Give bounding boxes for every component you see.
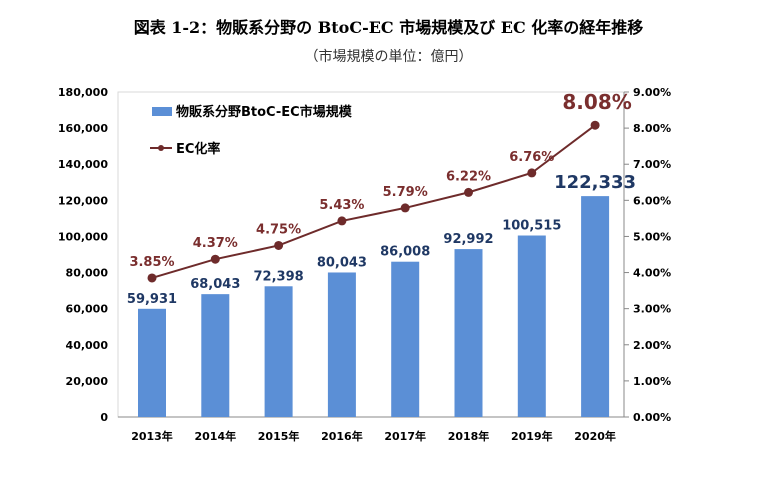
- left-tick-label: 0: [100, 411, 108, 424]
- x-tick-label: 2019年: [511, 429, 553, 443]
- bar: [391, 261, 420, 417]
- bar: [517, 235, 546, 417]
- bar-value-label: 122,333: [554, 172, 636, 193]
- x-tick-label: 2020年: [574, 429, 616, 443]
- bar-value-label: 72,398: [254, 269, 304, 284]
- ec-rate-label: 5.79%: [383, 185, 428, 200]
- ec-rate-label: 3.85%: [129, 255, 174, 270]
- left-tick-label: 40,000: [66, 339, 109, 352]
- ec-rate-point: [527, 168, 537, 178]
- left-tick-label: 100,000: [58, 230, 108, 243]
- x-tick-label: 2017年: [384, 429, 426, 443]
- x-tick-label: 2015年: [258, 429, 300, 443]
- legend-line-label: EC化率: [176, 141, 220, 157]
- right-tick-label: 6.00%: [633, 194, 671, 207]
- ec-rate-point: [464, 187, 473, 197]
- ec-rate-point: [400, 203, 410, 213]
- right-tick-label: 2.00%: [633, 339, 671, 352]
- right-tick-label: 7.00%: [633, 158, 671, 171]
- x-tick-label: 2013年: [131, 429, 173, 443]
- ec-rate-label: 5.43%: [319, 198, 364, 213]
- left-tick-label: 160,000: [58, 122, 108, 135]
- legend-bar-label: 物販系分野BtoC-EC市場規模: [176, 104, 353, 120]
- ec-rate-label: 6.22%: [446, 169, 491, 184]
- left-tick-label: 180,000: [58, 86, 108, 99]
- bar: [327, 272, 356, 417]
- ec-rate-line: [151, 124, 596, 279]
- left-tick-label: 60,000: [66, 303, 109, 316]
- ec-rate-point: [590, 120, 600, 130]
- chart-subtitle: （市場規模の単位：億円）: [304, 49, 473, 65]
- bar: [138, 308, 166, 417]
- left-tick-label: 80,000: [66, 267, 109, 280]
- x-tick-label: 2018年: [448, 429, 490, 443]
- ec-rate-point: [210, 254, 220, 264]
- ec-rate-point: [147, 273, 157, 283]
- left-tick-label: 120,000: [58, 194, 108, 207]
- ec-rate-point: [337, 216, 347, 226]
- bar-value-label: 92,992: [443, 232, 493, 247]
- bar: [454, 249, 483, 417]
- bar-value-label: 86,008: [380, 245, 430, 260]
- right-tick-label: 8.00%: [633, 122, 671, 135]
- right-tick-label: 5.00%: [633, 230, 671, 243]
- bar: [264, 286, 293, 417]
- right-tick-label: 9.00%: [633, 86, 671, 99]
- x-tick-label: 2016年: [321, 429, 363, 443]
- bar-value-label: 80,043: [317, 255, 367, 270]
- legend-line-marker: [158, 145, 164, 151]
- bar-value-label: 100,515: [502, 219, 561, 234]
- right-tick-label: 3.00%: [633, 303, 671, 316]
- right-tick-label: 4.00%: [633, 267, 671, 280]
- ec-rate-point: [274, 240, 284, 250]
- right-tick-label: 1.00%: [633, 375, 671, 388]
- ec-rate-label: 8.08%: [562, 90, 631, 114]
- right-tick-label: 0.00%: [633, 411, 671, 424]
- left-tick-label: 140,000: [58, 158, 108, 171]
- x-tick-label: 2014年: [194, 429, 236, 443]
- bar: [581, 196, 610, 417]
- legend-bar-swatch: [152, 107, 172, 116]
- ec-rate-label: 4.75%: [256, 222, 301, 237]
- chart-title: 図表 1-2：物販系分野の BtoC-EC 市場規模及び EC 化率の経年推移: [133, 18, 644, 37]
- bar-value-label: 59,931: [127, 292, 177, 307]
- ec-rate-label: 4.37%: [193, 236, 238, 251]
- bar: [201, 294, 230, 417]
- left-tick-label: 20,000: [66, 375, 109, 388]
- bar-value-label: 68,043: [190, 277, 240, 292]
- ec-rate-label: 6.76%: [509, 150, 554, 165]
- plot-area: [117, 91, 625, 418]
